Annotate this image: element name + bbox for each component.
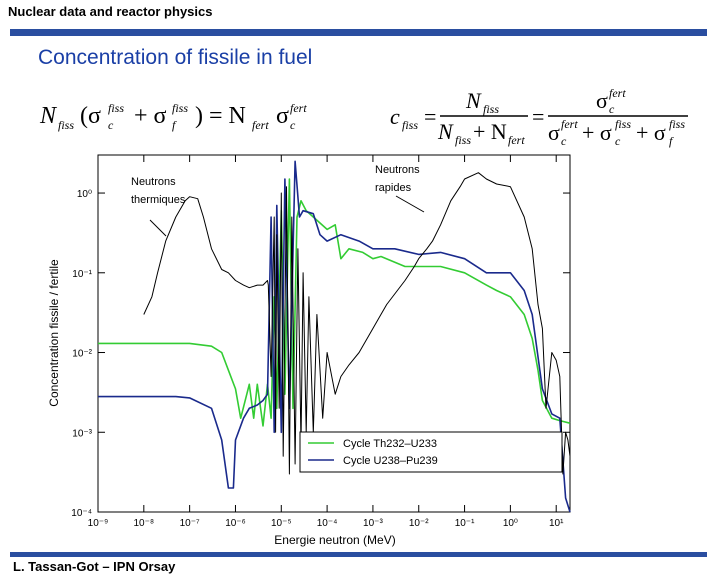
annotation-thermal-arrow — [149, 219, 167, 237]
annotation-thermal-line1: Neutrons — [131, 176, 176, 188]
x-tick-label: 10⁻⁸ — [134, 518, 155, 529]
series-line-u238-pu239 — [98, 160, 571, 513]
plot-frame — [97, 154, 571, 513]
x-tick-label: 10⁰ — [503, 518, 518, 529]
x-tick-label: 10⁻⁶ — [225, 518, 246, 529]
x-tick-label: 10¹ — [549, 518, 564, 529]
y-tick-label: 10⁰ — [77, 189, 92, 200]
x-tick-label: 10⁻⁴ — [317, 518, 338, 529]
annotation-thermal-line2: thermiques — [131, 194, 186, 206]
x-tick-label: 10⁻⁵ — [271, 518, 292, 529]
y-tick-label: 10⁻³ — [72, 428, 92, 439]
header-text: Nuclear data and reactor physics — [8, 4, 213, 19]
annotation-fast-arrow — [395, 195, 425, 213]
legend: Cycle Th232–U233 Cycle U238–Pu239 — [299, 431, 563, 473]
x-tick-label: 10⁻² — [409, 518, 429, 529]
annotation-fast-line2: rapides — [375, 182, 412, 194]
x-tick-label: 10⁻⁹ — [88, 518, 109, 529]
axis-ticks — [97, 155, 570, 513]
x-tick-label: 10⁻⁷ — [180, 518, 200, 529]
x-tick-label: 10⁻¹ — [455, 518, 475, 529]
legend-box — [299, 431, 563, 473]
y-tick-label: 10⁻¹ — [72, 269, 92, 280]
y-tick-label: 10⁻⁴ — [71, 508, 92, 519]
series-lines — [98, 160, 571, 513]
legend-label-u: Cycle U238–Pu239 — [343, 455, 438, 467]
legend-label-th: Cycle Th232–U233 — [343, 438, 437, 450]
header-bar — [10, 29, 707, 36]
x-tick-label: 10⁻³ — [363, 518, 383, 529]
footer-text: L. Tassan-Got – IPN Orsay — [13, 559, 176, 574]
tick-labels: 10⁻⁹ 10⁻⁸ 10⁻⁷ 10⁻⁶ 10⁻⁵ 10⁻⁴ 10⁻³ 10⁻² 10⁻¹ 10⁰ 1… — [71, 189, 564, 529]
x-axis-label: Energie neutron (MeV) — [274, 533, 395, 547]
y-axis-label: Concentration fissile / fertile — [47, 259, 61, 407]
footer-bar — [10, 552, 707, 557]
annotation-fast-line1: Neutrons — [375, 164, 420, 176]
slide-title: Concentration of fissile in fuel — [38, 46, 313, 69]
series-line-th232-u233 — [98, 178, 571, 427]
y-tick-label: 10⁻² — [72, 349, 92, 360]
series-line-neutron-spectrum — [143, 172, 571, 475]
